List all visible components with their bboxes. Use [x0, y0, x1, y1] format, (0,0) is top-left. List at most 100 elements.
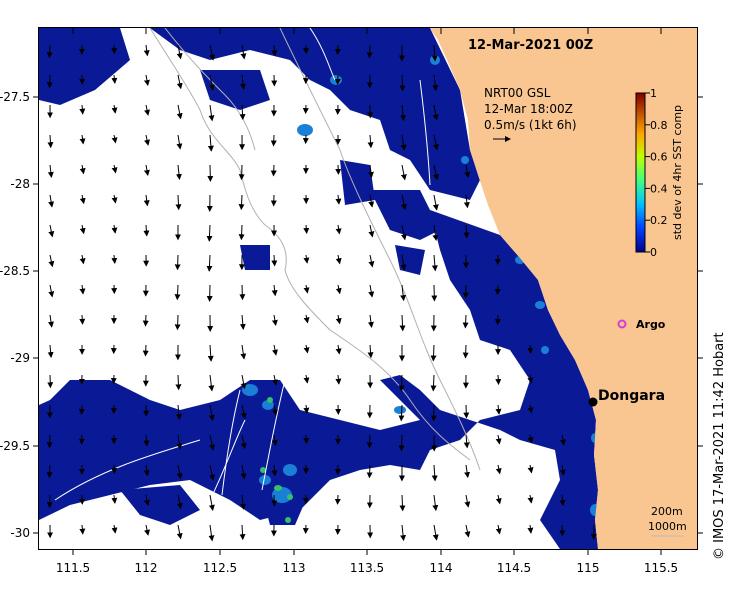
sst-patch: [395, 245, 425, 275]
current-arrow: [400, 284, 407, 302]
sst-patch-high: [272, 487, 292, 503]
current-arrow: [143, 224, 150, 237]
current-arrow: [368, 194, 375, 208]
current-arrow: [79, 194, 86, 205]
current-arrow: [143, 44, 150, 57]
current-arrow: [335, 374, 342, 385]
legend-model: NRT00 GSL: [484, 86, 551, 100]
current-arrow: [143, 434, 150, 447]
current-arrow: [111, 194, 118, 204]
current-arrow: [174, 254, 181, 271]
current-arrow: [368, 284, 375, 298]
current-arrow: [430, 374, 437, 392]
current-arrow: [495, 374, 502, 386]
colorbar-tick-label: 0.2: [650, 214, 668, 227]
current-arrow: [209, 44, 216, 61]
current-arrow: [48, 314, 54, 328]
sst-patch-high: [535, 301, 545, 309]
argo-label: Argo: [636, 318, 666, 331]
current-arrow: [432, 224, 439, 242]
y-tick-label: -29.5: [0, 439, 30, 453]
current-arrow: [47, 344, 54, 359]
argo-marker: Argo: [617, 318, 666, 331]
current-arrow: [559, 494, 566, 507]
current-arrow: [46, 434, 53, 449]
current-arrow: [144, 104, 150, 116]
current-arrow: [79, 524, 86, 535]
x-tick-label: 114.5: [497, 561, 531, 575]
current-arrow: [303, 284, 310, 294]
colorbar-tick-label: 0: [650, 246, 657, 259]
current-arrow: [366, 464, 373, 479]
current-arrow: [208, 104, 215, 122]
current-arrow: [335, 254, 342, 265]
current-arrow: [464, 164, 471, 178]
current-arrow: [47, 134, 54, 149]
current-arrow: [175, 374, 182, 391]
current-vectors: [46, 44, 597, 542]
current-arrow: [400, 224, 407, 241]
current-arrow: [368, 224, 375, 238]
sst-patch: [39, 210, 598, 549]
current-arrow: [208, 74, 215, 91]
legend-time: 12-Mar 18:00Z: [484, 102, 573, 116]
y-axis-labels: -27.5 -28 -28.5 -29 -29.5 -30: [0, 90, 30, 540]
current-arrow: [271, 254, 278, 267]
y-tick-label: -27.5: [0, 90, 30, 104]
depth-1000-label: 1000m: [648, 520, 687, 533]
current-arrow: [398, 434, 405, 452]
y-tick-label: -28.5: [0, 264, 30, 278]
current-arrow: [111, 224, 118, 234]
current-arrow: [207, 134, 214, 152]
current-arrow: [111, 494, 118, 504]
x-axis-labels: 111.5 112 112.5 113 113.5 114 114.5 115 115.5: [56, 561, 678, 575]
current-arrow: [431, 254, 438, 272]
current-arrow: [239, 524, 246, 541]
current-arrow: [143, 464, 150, 477]
current-arrow: [400, 524, 407, 542]
current-arrow: [207, 344, 214, 362]
argo-icon: [617, 319, 627, 329]
current-arrow: [79, 104, 86, 115]
current-arrow: [208, 524, 215, 542]
current-arrow: [400, 104, 407, 122]
current-arrow: [271, 404, 278, 416]
current-arrow: [176, 74, 183, 90]
x-tick-label: 112.5: [203, 561, 237, 575]
current-arrow: [48, 284, 55, 298]
current-arrow: [175, 194, 182, 211]
current-arrow: [430, 344, 437, 362]
current-arrow: [368, 254, 375, 268]
current-arrow: [240, 464, 247, 480]
current-arrow: [208, 374, 215, 392]
sst-patch-high: [297, 124, 313, 136]
y-tick-label: -30: [10, 526, 30, 540]
current-arrow: [400, 254, 407, 271]
current-arrow: [270, 164, 277, 177]
current-arrow: [398, 404, 405, 422]
sst-patch-high: [283, 464, 297, 476]
current-arrow: [495, 434, 502, 445]
current-arrow: [495, 464, 502, 475]
x-tick-label: 111.5: [56, 561, 90, 575]
sst-patch: [340, 160, 375, 205]
current-arrow: [271, 314, 278, 326]
current-arrow: [463, 434, 470, 449]
sst-patch-peak: [287, 494, 293, 500]
x-tick-label: 114: [430, 561, 453, 575]
current-arrow: [46, 44, 53, 59]
current-arrow: [527, 434, 534, 444]
current-arrow: [48, 254, 55, 268]
current-arrow: [495, 494, 502, 505]
current-arrow: [176, 434, 183, 450]
axis-ticks: [33, 28, 703, 555]
current-arrow: [240, 374, 247, 390]
current-arrow: [303, 254, 310, 264]
current-arrow: [495, 404, 502, 415]
current-arrow: [208, 404, 215, 422]
colorbar-tick-label: 0.8: [650, 119, 668, 132]
current-arrow: [303, 224, 310, 235]
x-tick-label: 115.5: [644, 561, 678, 575]
current-arrow: [238, 224, 245, 241]
current-arrow: [209, 464, 215, 481]
